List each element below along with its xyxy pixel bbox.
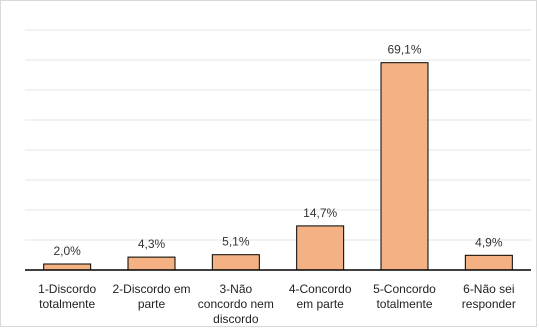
- data-label: 2,0%: [53, 244, 81, 258]
- bar: [380, 62, 429, 271]
- bar: [296, 225, 345, 271]
- bar: [211, 254, 260, 271]
- x-tick-label: 3-Não concordo nem discordo: [198, 282, 274, 326]
- x-tick-label: 1-Discordo totalmente: [38, 282, 96, 311]
- data-label: 5,1%: [222, 235, 250, 249]
- x-tick-label-line: em parte: [296, 297, 344, 311]
- x-tick-label: 6-Não sei responder: [462, 282, 516, 311]
- x-tick-label: 5-Concordo totalmente: [373, 282, 436, 311]
- x-tick-label: 2-Discordo em parte: [112, 282, 190, 311]
- x-tick-label-line: 1-Discordo: [38, 282, 96, 296]
- x-tick-label-line: responder: [462, 297, 516, 311]
- x-tick-label-line: discordo: [213, 312, 259, 326]
- x-tick-label-line: parte: [138, 297, 166, 311]
- data-label: 14,7%: [303, 206, 337, 220]
- bar: [127, 256, 176, 271]
- x-tick-label-line: totalmente: [376, 297, 432, 311]
- x-tick-label-line: concordo nem: [198, 297, 274, 311]
- x-tick-label-line: 3-Não: [219, 282, 252, 296]
- data-label: 4,9%: [475, 235, 503, 249]
- grid-layer: [25, 29, 531, 241]
- x-tick-label-line: 6-Não sei: [463, 282, 514, 296]
- data-label: 69,1%: [387, 43, 421, 57]
- bar-layer: [43, 62, 513, 271]
- x-tick-label-line: totalmente: [39, 297, 95, 311]
- bar: [43, 263, 92, 271]
- x-tick-label: 4-Concordo em parte: [289, 282, 352, 311]
- x-tick-label-line: 5-Concordo: [373, 282, 436, 296]
- data-label: 4,3%: [138, 237, 166, 251]
- label-layer: 2,0% 4,3% 5,1% 14,7% 69,1% 4,9%: [53, 43, 502, 258]
- x-tick-label-line: 4-Concordo: [289, 282, 352, 296]
- bar: [464, 254, 513, 271]
- x-tick-label-line: 2-Discordo em: [112, 282, 190, 296]
